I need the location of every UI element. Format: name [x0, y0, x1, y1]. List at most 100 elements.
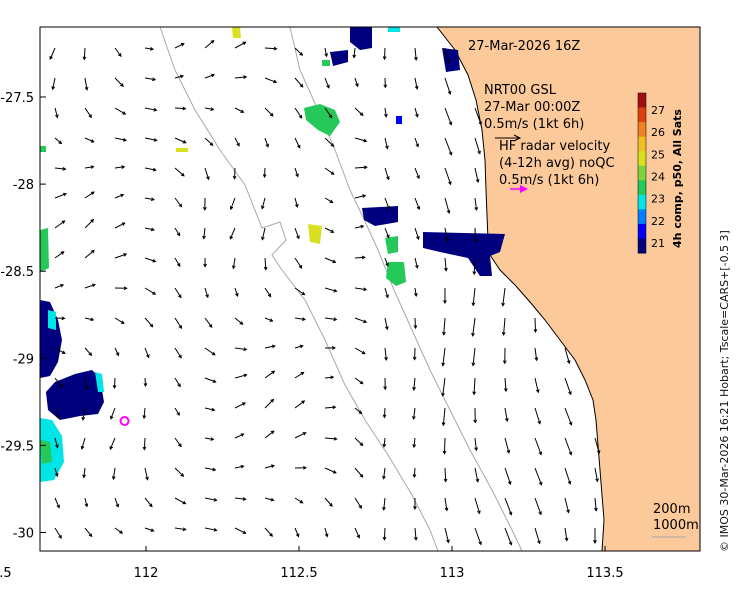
current-vector [534, 347, 538, 361]
current-vector-head [90, 317, 95, 322]
current-vector-head [303, 465, 308, 470]
sst-patch [322, 60, 330, 66]
current-vector-head [568, 391, 572, 396]
current-vector-head [62, 167, 67, 171]
current-vector [174, 137, 186, 144]
sst-patch [46, 370, 104, 420]
current-vector [144, 107, 157, 111]
current-vector-head [142, 415, 147, 420]
sst-patch [48, 310, 56, 330]
argo-markers: Argo (1) [119, 416, 130, 427]
current-vector [324, 406, 336, 409]
current-vector [324, 47, 328, 57]
sst-patch [386, 262, 406, 286]
current-vector [229, 227, 236, 240]
current-vector [109, 437, 116, 450]
map-timestamp: 27-Mar-2026 16Z [468, 39, 580, 54]
current-vector [473, 257, 476, 275]
current-vector-head [382, 536, 387, 541]
current-vector [414, 107, 419, 117]
current-vector-head [55, 444, 59, 449]
current-vector [84, 77, 88, 90]
current-vector-head [329, 199, 334, 203]
current-vector-head [295, 173, 299, 178]
current-vector-head [122, 137, 127, 142]
colorbar-frame [637, 92, 647, 254]
current-vector [114, 47, 122, 57]
current-vector-head [301, 291, 306, 296]
current-vector [264, 77, 277, 83]
current-vector [174, 317, 182, 329]
current-vector-head [385, 326, 389, 331]
current-vector [384, 287, 389, 298]
current-vector [234, 347, 247, 351]
current-vector-head [179, 74, 185, 79]
sst-colorbar: 21 22 23 24 25 26 27 [637, 92, 665, 254]
current-vector-head [61, 316, 66, 321]
current-vector-head [413, 536, 418, 541]
current-vector-head [333, 436, 338, 441]
current-vector-head [444, 507, 449, 512]
current-vector [414, 137, 419, 147]
current-vector [324, 257, 336, 263]
current-vector-head [211, 351, 216, 356]
current-vector-head [211, 73, 216, 78]
colorbar-tick-label: 21 [651, 237, 665, 250]
current-vector [354, 467, 364, 478]
current-vector-head [148, 503, 153, 508]
current-vector [384, 107, 387, 117]
current-vector [384, 167, 390, 180]
current-vector-head [202, 206, 207, 211]
current-vector-head [153, 138, 158, 142]
current-vector-head [333, 317, 338, 322]
current-vector [564, 377, 572, 395]
current-vector [144, 77, 156, 81]
current-vector-head [383, 386, 388, 391]
current-vector-head [473, 419, 478, 424]
current-vector [204, 437, 214, 440]
current-vector [84, 191, 95, 199]
current-vector [113, 377, 116, 388]
current-vector [324, 77, 330, 88]
current-vector [413, 407, 416, 420]
current-vector-head [150, 528, 155, 532]
sst-patch [362, 206, 398, 226]
current-vector-head [150, 227, 155, 232]
current-vector [264, 47, 277, 50]
current-vector-head [55, 114, 59, 119]
current-vector-head [243, 347, 248, 352]
current-vector-head [415, 113, 419, 118]
current-vector [414, 287, 417, 297]
current-vector-head [210, 437, 215, 441]
current-vector [504, 497, 512, 515]
colorbar-swatch [638, 180, 646, 196]
current-vector-head [239, 321, 244, 325]
current-vector [504, 437, 510, 453]
current-vector [383, 497, 386, 510]
current-vector [414, 47, 417, 60]
current-vector [534, 437, 542, 455]
current-vector [354, 347, 366, 355]
current-vector-head [382, 506, 386, 511]
current-vector-head [242, 402, 247, 406]
current-vector-head [299, 83, 304, 88]
current-vector [294, 432, 306, 439]
current-vector [114, 347, 120, 356]
current-vector [414, 257, 418, 269]
current-vector [234, 433, 244, 439]
current-vector-head [213, 528, 218, 532]
current-vector [413, 467, 416, 478]
current-vector [264, 137, 269, 147]
current-vector-head [595, 478, 599, 483]
current-vector-head [90, 191, 95, 195]
current-vector [444, 137, 452, 155]
current-vector-head [153, 107, 158, 112]
current-vector [503, 317, 506, 335]
current-vector [144, 347, 150, 358]
current-vector [324, 317, 337, 321]
current-vector [54, 193, 67, 199]
current-vector-head [81, 416, 86, 421]
current-vector-head [383, 84, 388, 89]
current-vector [264, 527, 273, 537]
current-vector-head [382, 475, 386, 480]
